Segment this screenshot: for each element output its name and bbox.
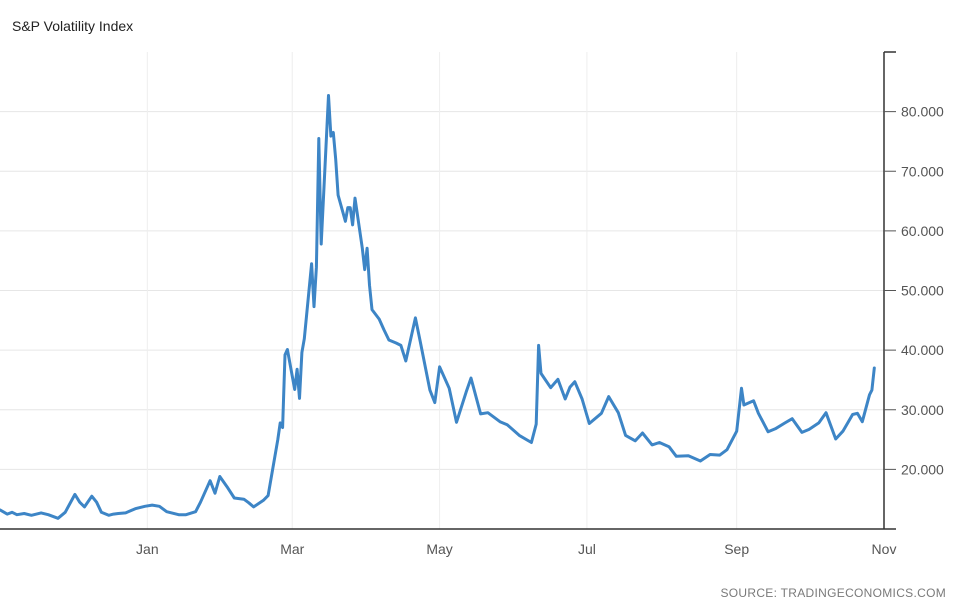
x-tick-label: Sep — [724, 541, 749, 557]
chart-title: S&P Volatility Index — [12, 18, 134, 34]
y-tick-label: 40.000 — [901, 342, 944, 358]
x-tick-label: May — [426, 541, 452, 557]
y-tick-label: 80.000 — [901, 104, 944, 120]
gridlines — [0, 52, 885, 529]
y-tick-label: 70.000 — [901, 163, 944, 179]
y-tick-label: 20.000 — [901, 461, 944, 477]
y-tick-label: 50.000 — [901, 283, 944, 299]
y-tick-label: 30.000 — [901, 402, 944, 418]
source-label: SOURCE: TRADINGECONOMICS.COM — [720, 586, 946, 600]
series-line — [0, 94, 876, 520]
x-tick-label: Jan — [136, 541, 159, 557]
x-tick-label: Jul — [578, 541, 596, 557]
x-ticks: Jan Mar May Jul Sep Nov — [136, 541, 896, 557]
y-tick-label: 60.000 — [901, 223, 944, 239]
y-ticks: 20.000 30.000 40.000 50.000 60.000 70.000 80.0… — [884, 104, 944, 477]
x-tick-label: Mar — [280, 541, 304, 557]
x-tick-label: Nov — [872, 541, 897, 557]
